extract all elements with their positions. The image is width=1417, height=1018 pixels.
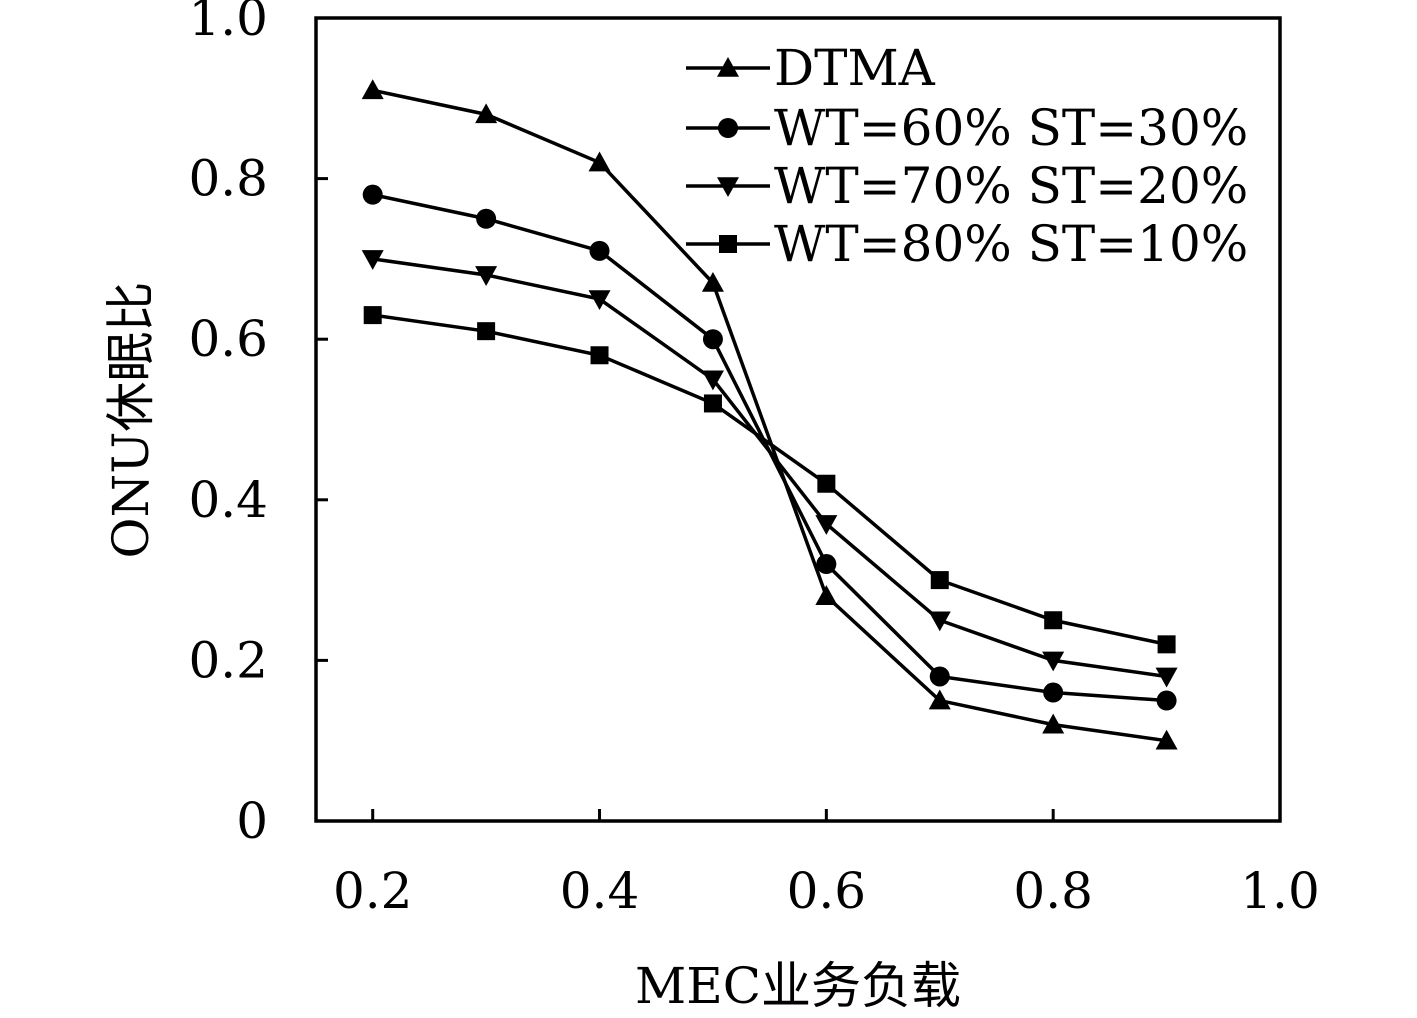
data-point: [477, 322, 496, 341]
legend-label: WT=60% ST=30%: [774, 99, 1248, 157]
data-point: [1157, 635, 1176, 654]
data-point: [703, 394, 722, 413]
x-tick-label: 0.4: [560, 862, 640, 920]
data-point: [930, 571, 949, 590]
data-point: [817, 474, 836, 493]
legend-marker: [717, 177, 739, 197]
data-point: [475, 103, 498, 124]
data-point: [815, 585, 838, 605]
data-point: [590, 346, 609, 365]
plot-frame: [314, 16, 1282, 823]
data-point: [363, 306, 382, 325]
data-point: [1155, 729, 1178, 750]
legend-label: WT=80% ST=10%: [774, 215, 1248, 273]
data-point: [1043, 682, 1064, 703]
data-point: [361, 79, 384, 100]
data-point: [701, 370, 724, 391]
y-tick-label: 0.6: [188, 310, 268, 368]
y-axis: 0 0.2 0.4 0.6 0.8 1.0: [188, 0, 328, 850]
x-axis: 0.2 0.4 0.6 0.8 1.0: [333, 809, 1320, 920]
series-line: [372, 88, 1167, 743]
data-point: [588, 290, 611, 311]
legend-marker: [717, 57, 739, 77]
data-point: [928, 689, 951, 710]
data-point: [1155, 667, 1178, 688]
series-4: [363, 306, 1176, 654]
data-point: [362, 184, 383, 205]
data-point: [929, 666, 950, 687]
y-tick-label: 0.2: [188, 631, 268, 689]
data-point: [1042, 651, 1065, 672]
x-axis-title: MEC业务负载: [635, 957, 961, 1015]
y-tick-label: 0.4: [188, 471, 268, 529]
legend-label: WT=70% ST=20%: [774, 157, 1248, 215]
series-line: [372, 313, 1167, 647]
y-tick-label: 1.0: [188, 0, 268, 47]
legend-marker: [718, 118, 738, 138]
data-point: [588, 151, 611, 172]
data-point: [702, 329, 723, 350]
data-point: [475, 266, 498, 286]
data-point: [1042, 713, 1065, 734]
data-point: [928, 611, 951, 632]
x-tick-label: 0.6: [787, 862, 867, 920]
x-tick-label: 0.2: [333, 862, 413, 920]
data-point: [1044, 611, 1063, 630]
series-3: [361, 250, 1178, 688]
data-point: [361, 250, 384, 270]
series-layer: [361, 79, 1178, 750]
data-point: [815, 515, 838, 535]
data-point: [816, 554, 837, 575]
y-tick-label: 0.8: [188, 150, 268, 208]
data-point: [589, 240, 610, 261]
y-axis-title: ONU休眠比: [102, 282, 160, 559]
data-point: [1156, 690, 1177, 711]
data-point: [476, 208, 497, 229]
series-1: [361, 79, 1178, 750]
x-tick-label: 0.8: [1013, 862, 1093, 920]
legend-label: DTMA: [774, 39, 936, 97]
y-tick-label: 0: [236, 792, 268, 850]
series-line: [372, 257, 1167, 679]
data-point: [701, 271, 724, 292]
x-tick-label: 1.0: [1240, 862, 1320, 920]
legend-marker: [719, 235, 737, 253]
